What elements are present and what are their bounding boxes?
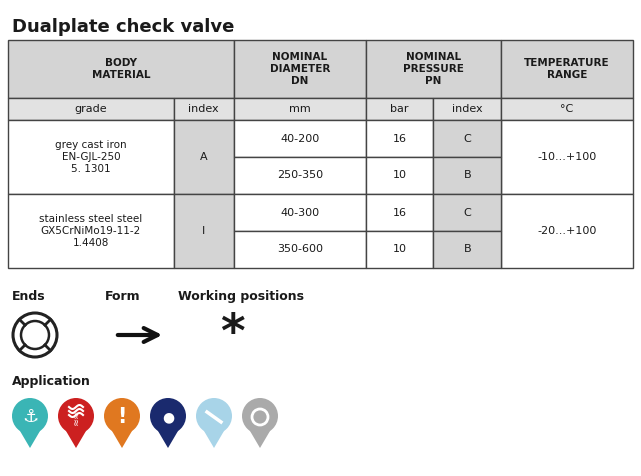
Text: bar: bar — [390, 104, 409, 114]
Text: -20...+100: -20...+100 — [537, 226, 597, 236]
Bar — [433, 120, 501, 157]
Polygon shape — [108, 425, 135, 448]
Bar — [174, 98, 234, 120]
Text: index: index — [188, 104, 219, 114]
Bar — [365, 40, 501, 98]
Bar — [234, 157, 365, 194]
Bar — [8, 40, 234, 98]
Text: Form: Form — [105, 290, 140, 303]
Bar — [8, 194, 174, 268]
Text: 16: 16 — [392, 208, 406, 218]
Text: A: A — [200, 152, 208, 162]
Text: mm: mm — [289, 104, 311, 114]
Circle shape — [12, 398, 48, 434]
Bar — [8, 98, 174, 120]
Bar — [234, 231, 365, 268]
Text: 40-200: 40-200 — [280, 133, 319, 143]
Circle shape — [58, 398, 94, 434]
Text: 350-600: 350-600 — [277, 245, 323, 255]
Text: BODY
MATERIAL: BODY MATERIAL — [92, 58, 150, 80]
Text: 40-300: 40-300 — [280, 208, 319, 218]
Text: Working positions: Working positions — [178, 290, 304, 303]
Text: ≈≈: ≈≈ — [71, 409, 81, 425]
Circle shape — [150, 398, 186, 434]
Bar — [501, 194, 633, 268]
Text: °C: °C — [560, 104, 574, 114]
Text: ●: ● — [162, 410, 174, 424]
Bar — [234, 194, 365, 231]
Text: Application: Application — [12, 375, 91, 388]
Text: stainless steel steel
GX5CrNiMo19-11-2
1.4408: stainless steel steel GX5CrNiMo19-11-2 1… — [39, 214, 142, 248]
Circle shape — [242, 398, 278, 434]
Text: ⚓: ⚓ — [22, 408, 38, 426]
Bar — [501, 98, 633, 120]
Polygon shape — [201, 425, 228, 448]
Text: Ends: Ends — [12, 290, 46, 303]
Bar — [433, 98, 501, 120]
Bar — [365, 231, 433, 268]
Bar — [433, 157, 501, 194]
Polygon shape — [154, 425, 181, 448]
Bar — [365, 120, 433, 157]
Text: 16: 16 — [392, 133, 406, 143]
Bar — [501, 40, 633, 98]
Text: grey cast iron
EN-GJL-250
5. 1301: grey cast iron EN-GJL-250 5. 1301 — [55, 140, 127, 174]
Text: NOMINAL
PRESSURE
PN: NOMINAL PRESSURE PN — [403, 52, 464, 86]
Text: B: B — [463, 245, 471, 255]
Polygon shape — [17, 425, 44, 448]
Bar — [501, 120, 633, 194]
Bar — [433, 231, 501, 268]
Circle shape — [196, 398, 232, 434]
Text: index: index — [452, 104, 483, 114]
Bar — [174, 194, 234, 268]
Text: 10: 10 — [392, 245, 406, 255]
Text: *: * — [220, 313, 244, 357]
Bar — [174, 120, 234, 194]
Text: NOMINAL
DIAMETER
DN: NOMINAL DIAMETER DN — [270, 52, 330, 86]
Text: I: I — [202, 226, 205, 236]
Text: grade: grade — [74, 104, 107, 114]
Bar — [433, 194, 501, 231]
Text: 10: 10 — [392, 170, 406, 180]
Text: C: C — [463, 133, 471, 143]
Text: !: ! — [117, 407, 127, 427]
Text: TEMPERATURE
RANGE: TEMPERATURE RANGE — [524, 58, 610, 80]
Circle shape — [104, 398, 140, 434]
Text: Dualplate check valve: Dualplate check valve — [12, 18, 235, 36]
Bar — [234, 98, 365, 120]
Bar — [234, 120, 365, 157]
Text: C: C — [463, 208, 471, 218]
Bar — [365, 194, 433, 231]
Polygon shape — [247, 425, 274, 448]
Polygon shape — [63, 425, 90, 448]
Bar — [8, 120, 174, 194]
Text: -10...+100: -10...+100 — [538, 152, 597, 162]
Bar — [234, 40, 365, 98]
Text: B: B — [463, 170, 471, 180]
Bar — [365, 98, 433, 120]
Bar — [365, 157, 433, 194]
Text: 250-350: 250-350 — [277, 170, 323, 180]
